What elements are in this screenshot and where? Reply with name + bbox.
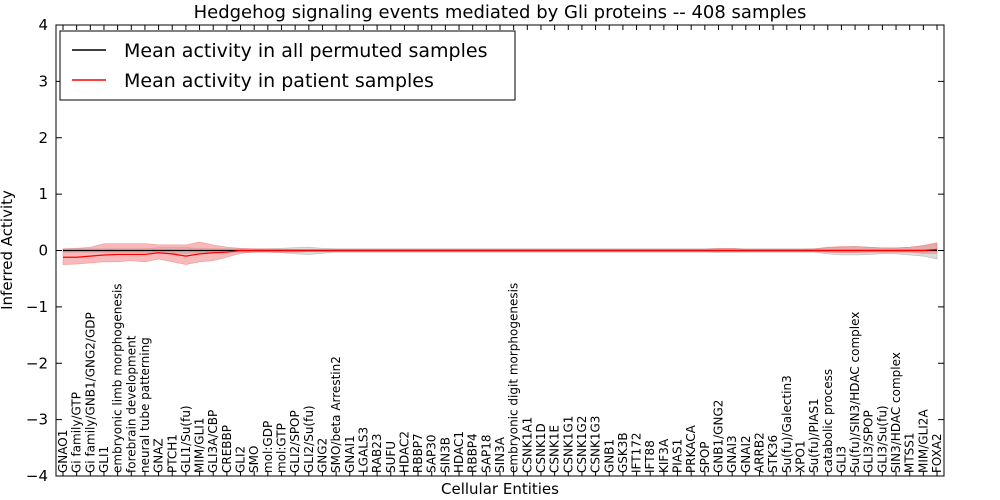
y-tick-label: −2 <box>26 354 48 372</box>
line-patient <box>63 248 938 258</box>
y-tick-label: −1 <box>26 298 48 316</box>
x-tick-label: forebrain development <box>124 335 138 473</box>
x-tick-label: RBBP4 <box>466 433 480 473</box>
legend: Mean activity in all permuted samples Me… <box>59 30 516 101</box>
legend-label-permuted: Mean activity in all permuted samples <box>124 40 487 62</box>
y-tick-label: 3 <box>38 72 48 90</box>
x-tick-label: GLI1 <box>97 446 111 473</box>
x-tick-label: MTSS1 <box>903 432 917 473</box>
x-tick-label: GLI2/Su(fu) <box>302 405 316 473</box>
x-tick-label: GNAI3 <box>725 435 739 473</box>
y-axis-label: Inferred Activity <box>0 190 16 310</box>
x-tick-label: GLI1/Su(fu) <box>179 405 193 473</box>
x-tick-label: RBBP7 <box>411 433 425 473</box>
x-tick-label: HDAC2 <box>397 431 411 473</box>
x-tick-label: neural tube patterning <box>138 337 152 473</box>
x-tick-label: MIM/GLI2A <box>916 409 930 473</box>
x-tick-label: CSNK1A1 <box>520 417 534 473</box>
x-tick-label: PIAS1 <box>671 439 685 473</box>
x-tick-label: SUFU <box>384 441 398 473</box>
x-tick-label: XPO1 <box>793 440 807 473</box>
x-tick-label: SMO/beta Arrestin2 <box>329 356 343 473</box>
x-tick-label: CSNK1D <box>534 423 548 473</box>
x-tick-label: LGALS3 <box>356 427 370 473</box>
x-tick-label: SAP18 <box>479 434 493 473</box>
x-tick-label: SIN3A <box>493 436 507 473</box>
band-patient <box>62 241 938 265</box>
x-tick-label: GNB1/GNG2 <box>712 400 726 473</box>
x-tick-label: HDAC1 <box>452 431 466 473</box>
x-tick-label: SIN3B <box>438 437 452 473</box>
y-tick-label: 4 <box>38 16 48 34</box>
x-tick-label: GLI3/SPOP <box>862 410 876 473</box>
x-tick-label: Gi family/GNB1/GNG2/GDP <box>83 312 97 473</box>
x-tick-label: ARRB2 <box>752 432 766 473</box>
x-tick-label: GNG2 <box>315 438 329 473</box>
x-tick-label: SAP30 <box>425 434 439 473</box>
x-tick-label: PRKACA <box>684 424 698 473</box>
x-tick-label: GLI3A/CBP <box>206 410 220 473</box>
x-tick-label: CSNK1G3 <box>589 416 603 473</box>
x-tick-label: Su(fu)/Galectin3 <box>780 375 794 473</box>
y-tick-label: 0 <box>38 242 48 260</box>
y-tick-label: −4 <box>26 467 48 485</box>
x-tick-label: KIF3A <box>657 438 671 473</box>
x-tick-label: CSNK1G2 <box>575 416 589 473</box>
legend-label-patient: Mean activity in patient samples <box>124 70 434 92</box>
x-tick-label: catabolic process <box>821 369 835 473</box>
x-tick-label: GNAI1 <box>343 435 357 473</box>
x-tick-label: RAB23 <box>370 433 384 473</box>
x-tick-label: embryonic limb morphogenesis <box>111 283 125 473</box>
x-tick-label: SMO <box>247 446 261 473</box>
x-tick-label: GLI2 <box>234 446 248 473</box>
x-tick-label: GSK3B <box>616 432 630 473</box>
x-tick-label: STK36 <box>766 435 780 473</box>
x-tick-label: SIN3/HDAC complex <box>889 352 903 473</box>
legend-box <box>59 30 516 101</box>
x-tick-label: GNAO1 <box>56 430 70 473</box>
x-tick-label: MIM/GLI1 <box>193 418 207 473</box>
x-tick-label: CSNK1E <box>548 425 562 473</box>
y-tick-label: 2 <box>38 129 48 147</box>
x-tick-label: embryonic digit morphogenesis <box>507 283 521 473</box>
x-tick-label: mol:GDP <box>261 421 275 473</box>
x-tick-label: PTCH1 <box>165 434 179 473</box>
x-tick-label: Gi family/GTP <box>70 392 84 473</box>
x-tick-label: SPOP <box>698 441 712 473</box>
x-tick-label: GNB1 <box>602 439 616 473</box>
x-tick-label: GNAI2 <box>739 435 753 473</box>
x-tick-label: mol:GTP <box>275 423 289 473</box>
x-tick-label: CREBBP <box>220 425 234 473</box>
x-tick-label: Su(fu)/PIAS1 <box>807 398 821 473</box>
x-tick-label: CSNK1G1 <box>561 416 575 473</box>
x-tick-label: Su(fu)/SIN3/HDAC complex <box>848 312 862 473</box>
x-tick-label: FOXA2 <box>930 433 944 473</box>
x-tick-label: IFT172 <box>630 433 644 473</box>
y-tick-label: −3 <box>26 411 48 429</box>
x-tick-label: GLI3/Su(fu) <box>875 405 889 473</box>
x-tick-label: GNAZ <box>152 438 166 473</box>
x-tick-label: GLI2/SPOP <box>288 410 302 473</box>
x-axis-label: Cellular Entities <box>441 480 559 498</box>
y-tick-label: 1 <box>38 185 48 203</box>
x-tick-label: IFT88 <box>643 440 657 473</box>
x-tick-label: GLI3 <box>834 446 848 473</box>
chart-title: Hedgehog signaling events mediated by Gl… <box>194 2 807 23</box>
